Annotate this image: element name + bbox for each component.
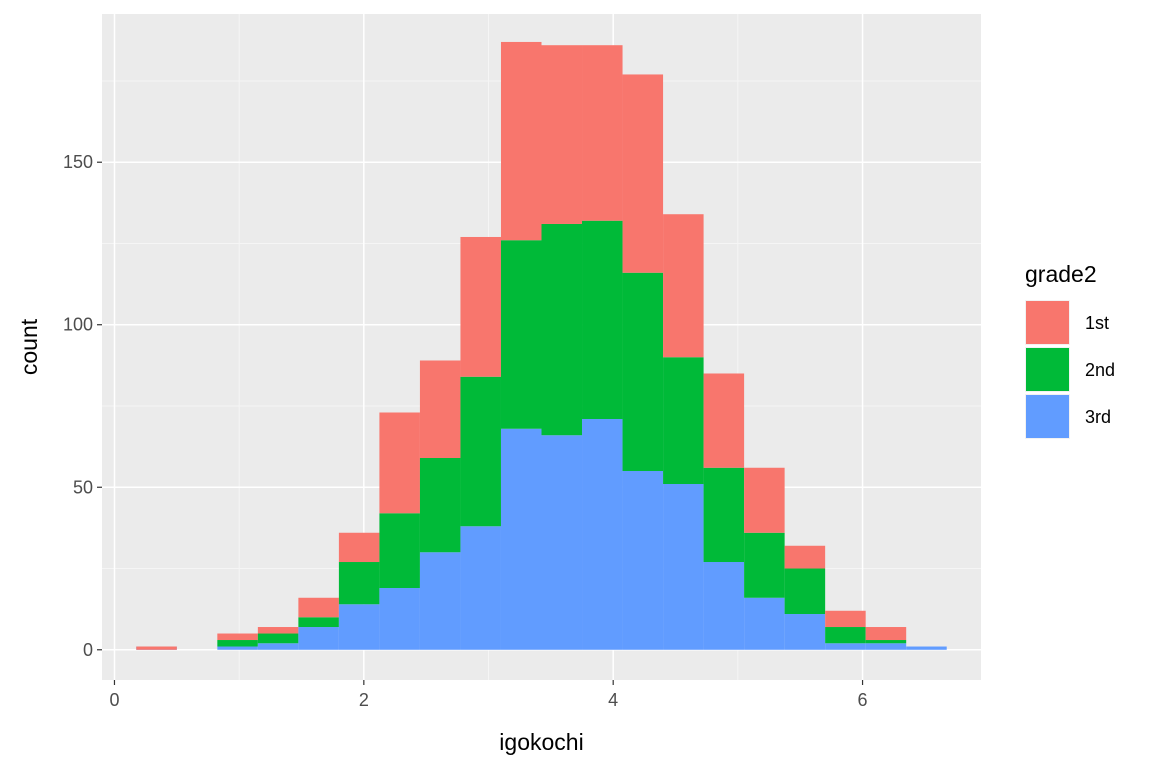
- y-tick-label: 150: [63, 152, 93, 172]
- bars-group: [136, 41, 947, 650]
- bar-1st-bin-17: [865, 627, 907, 641]
- bar-2nd-bin-8: [500, 240, 542, 429]
- bar-3rd-bin-4: [338, 604, 380, 650]
- x-tick-label: 6: [858, 690, 868, 710]
- bar-3rd-bin-13: [703, 562, 745, 650]
- legend-key-1st: [1026, 301, 1069, 344]
- bar-1st-bin-11: [622, 74, 664, 273]
- bar-1st-bin-13: [703, 373, 745, 468]
- bar-1st-bin-6: [419, 360, 461, 458]
- bar-3rd-bin-2: [257, 643, 299, 650]
- bar-2nd-bin-2: [257, 633, 299, 644]
- bar-3rd-bin-8: [500, 428, 542, 650]
- bar-3rd-bin-9: [541, 435, 583, 650]
- axis-ticks: [97, 161, 864, 685]
- bar-2nd-bin-3: [298, 617, 339, 628]
- bar-1st-bin-8: [500, 41, 542, 241]
- bar-2nd-bin-13: [703, 467, 745, 563]
- bar-2nd-bin-4: [338, 562, 380, 605]
- bar-2nd-bin-10: [582, 220, 623, 419]
- y-tick-label: 50: [73, 477, 93, 497]
- bar-2nd-bin-1: [217, 640, 258, 647]
- legend-title: grade2: [1025, 261, 1097, 287]
- bar-3rd-bin-14: [744, 597, 785, 650]
- bar-2nd-bin-7: [460, 376, 501, 527]
- bar-3rd-bin-12: [663, 484, 704, 650]
- bar-1st-bin-2: [257, 627, 299, 634]
- bar-1st-bin-10: [582, 45, 623, 221]
- bar-2nd-bin-6: [419, 458, 461, 553]
- y-tick-label: 100: [63, 315, 93, 335]
- legend-label-3rd: 3rd: [1085, 407, 1111, 427]
- bar-3rd-bin-1: [217, 646, 258, 650]
- legend-label-2nd: 2nd: [1085, 360, 1115, 380]
- bar-3rd-bin-3: [298, 627, 339, 650]
- x-tick-label: 0: [109, 690, 119, 710]
- bar-2nd-bin-16: [825, 627, 866, 644]
- bar-2nd-bin-14: [744, 532, 785, 598]
- legend-label-1st: 1st: [1085, 313, 1109, 333]
- bar-1st-bin-16: [825, 610, 866, 628]
- bar-1st-bin-5: [379, 412, 420, 514]
- bar-1st-bin-9: [541, 45, 583, 224]
- bar-2nd-bin-11: [622, 272, 664, 472]
- bar-3rd-bin-10: [582, 418, 623, 650]
- bar-1st-bin-15: [784, 545, 826, 569]
- bar-2nd-bin-12: [663, 357, 704, 485]
- bar-3rd-bin-5: [379, 588, 420, 650]
- bar-2nd-bin-17: [865, 640, 907, 644]
- bar-2nd-bin-9: [541, 223, 583, 436]
- bar-1st-bin-3: [298, 597, 339, 618]
- bar-2nd-bin-15: [784, 568, 826, 615]
- bar-2nd-bin-5: [379, 513, 420, 589]
- x-tick-label: 2: [359, 690, 369, 710]
- bar-3rd-bin-18: [906, 646, 947, 650]
- bar-3rd-bin-17: [865, 643, 907, 650]
- y-tick-label: 0: [83, 640, 93, 660]
- bar-3rd-bin-7: [460, 526, 501, 650]
- bar-1st-bin-12: [663, 214, 704, 358]
- axis-tick-labels: 0 2 4 6 0 50 100 150: [63, 152, 868, 710]
- x-tick-label: 4: [608, 690, 618, 710]
- legend-key-2nd: [1026, 348, 1069, 391]
- bar-1st-bin-4: [338, 532, 380, 563]
- bar-1st-bin-1: [217, 633, 258, 641]
- x-axis-title: igokochi: [499, 729, 583, 755]
- legend: grade2 1st 2nd 3rd: [1025, 261, 1115, 439]
- legend-key-3rd: [1026, 395, 1069, 438]
- bar-1st-bin-7: [460, 236, 501, 377]
- bar-1st-bin-14: [744, 467, 785, 533]
- bar-3rd-bin-15: [784, 614, 826, 650]
- bar-3rd-bin-16: [825, 643, 866, 650]
- y-axis-title: count: [16, 318, 42, 375]
- bar-3rd-bin-11: [622, 471, 664, 650]
- bar-3rd-bin-6: [419, 552, 461, 650]
- bar-1st-bin-0: [136, 646, 177, 650]
